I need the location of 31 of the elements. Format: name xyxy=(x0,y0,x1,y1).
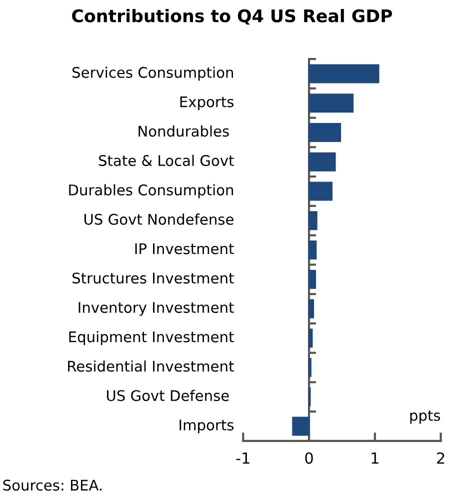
y-tick-label: US Govt Nondefense xyxy=(84,214,234,225)
y-tick-label: Residential Investment xyxy=(68,360,234,372)
bar xyxy=(308,328,313,348)
bar xyxy=(308,211,318,230)
x-tick-label: -1 xyxy=(236,452,250,464)
y-tick-label: US Govt Defense xyxy=(106,390,229,402)
y-tick-label: Durables Consumption xyxy=(69,184,234,198)
y-tick-label: Nondurables xyxy=(138,125,229,137)
y-tick-label: Inventory Investment xyxy=(78,302,234,316)
bar xyxy=(308,94,354,113)
y-tick-label: IP Investment xyxy=(135,243,234,254)
y-tick-label: Exports xyxy=(180,96,234,110)
bar xyxy=(308,64,380,84)
y-tick-label: Equipment Investment xyxy=(69,331,234,346)
bar xyxy=(292,416,310,436)
bar xyxy=(308,270,316,289)
source-note: Sources: BEA. xyxy=(3,480,102,491)
y-tick-label: Services Consumption xyxy=(72,66,233,81)
x-tick-label: 1 xyxy=(372,452,378,464)
x-tick-label: 0 xyxy=(305,452,313,464)
bar xyxy=(308,299,314,318)
x-tick-label: 2 xyxy=(437,452,444,464)
y-tick-label: Structures Investment xyxy=(72,272,234,284)
bar xyxy=(308,182,333,201)
chart-title: Contributions to Q4 US Real GDP xyxy=(72,8,392,25)
bar xyxy=(308,240,317,260)
bar xyxy=(308,152,336,172)
x-axis-title: ppts xyxy=(410,410,440,424)
y-tick-label: State & Local Govt xyxy=(98,154,234,166)
y-tick-label: Imports xyxy=(180,420,234,434)
bar xyxy=(308,122,342,142)
